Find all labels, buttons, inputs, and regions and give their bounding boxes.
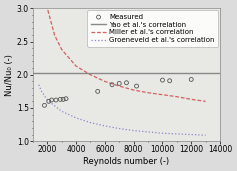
- Measured: [135, 85, 138, 87]
- Groeneveld et al.'s correlation: [118, 128, 121, 130]
- Miller et al.'s correlation: [53, 34, 56, 36]
- Miller et al.'s correlation: [132, 89, 135, 91]
- Groeneveld et al.'s correlation: [132, 130, 135, 132]
- Miller et al.'s correlation: [75, 65, 77, 67]
- Measured: [50, 99, 54, 101]
- Groeneveld et al.'s correlation: [46, 99, 49, 101]
- Legend: Measured, Yao et al.'s correlation, Miller et al.'s correlation, Groeneveld et a: Measured, Yao et al.'s correlation, Mill…: [87, 10, 218, 47]
- Line: Groeneveld et al.'s correlation: Groeneveld et al.'s correlation: [39, 85, 206, 135]
- Groeneveld et al.'s correlation: [204, 134, 207, 136]
- Groeneveld et al.'s correlation: [75, 117, 77, 119]
- Miller et al.'s correlation: [118, 85, 121, 87]
- Line: Miller et al.'s correlation: Miller et al.'s correlation: [39, 0, 206, 101]
- Miller et al.'s correlation: [89, 74, 92, 76]
- Measured: [58, 98, 62, 101]
- Y-axis label: Nu/Nu₀ (-): Nu/Nu₀ (-): [5, 54, 14, 96]
- Miller et al.'s correlation: [190, 98, 193, 100]
- Groeneveld et al.'s correlation: [40, 90, 43, 92]
- Miller et al.'s correlation: [60, 49, 63, 51]
- Measured: [110, 83, 114, 86]
- Groeneveld et al.'s correlation: [190, 134, 193, 136]
- Miller et al.'s correlation: [46, 7, 49, 9]
- Yao et al.'s correlation: [17, 73, 20, 75]
- Miller et al.'s correlation: [147, 92, 150, 94]
- Miller et al.'s correlation: [175, 96, 178, 98]
- Measured: [43, 104, 46, 107]
- Measured: [168, 79, 172, 82]
- Measured: [117, 82, 121, 85]
- Measured: [64, 97, 68, 100]
- Measured: [189, 78, 193, 81]
- Yao et al.'s correlation: [17, 73, 20, 75]
- Groeneveld et al.'s correlation: [161, 132, 164, 134]
- Groeneveld et al.'s correlation: [175, 133, 178, 135]
- Miller et al.'s correlation: [161, 94, 164, 96]
- Measured: [96, 90, 100, 93]
- X-axis label: Reynolds number (-): Reynolds number (-): [83, 157, 169, 166]
- Groeneveld et al.'s correlation: [147, 131, 150, 133]
- Groeneveld et al.'s correlation: [37, 84, 40, 86]
- Measured: [160, 79, 164, 81]
- Measured: [125, 81, 128, 84]
- Groeneveld et al.'s correlation: [60, 110, 63, 112]
- Groeneveld et al.'s correlation: [89, 122, 92, 124]
- Measured: [61, 98, 65, 101]
- Groeneveld et al.'s correlation: [104, 125, 106, 127]
- Miller et al.'s correlation: [204, 100, 207, 102]
- Measured: [47, 100, 51, 103]
- Measured: [54, 99, 58, 101]
- Miller et al.'s correlation: [104, 80, 106, 82]
